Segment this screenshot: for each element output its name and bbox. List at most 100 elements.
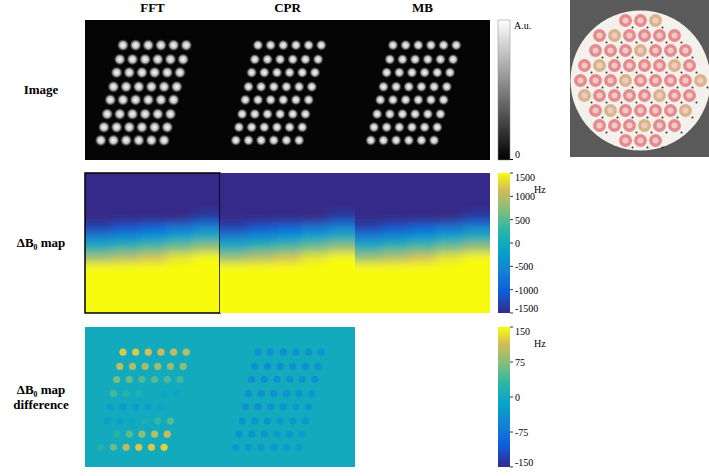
b0-cell (112, 303, 140, 313)
photo-hole (602, 117, 604, 119)
photo-tube-cap (653, 108, 659, 114)
b0-cell (409, 183, 437, 194)
b0-cell (166, 263, 194, 274)
spot (275, 109, 286, 120)
spot (375, 94, 386, 105)
b0-cell (301, 273, 329, 284)
spot (394, 67, 405, 78)
b0-cell (247, 293, 275, 304)
b0-cell (355, 273, 383, 284)
b0-cell (85, 263, 113, 274)
b0-cell (355, 223, 383, 234)
spot (303, 40, 314, 51)
spot (107, 134, 119, 146)
difference-spot (305, 403, 312, 410)
photo-hole (647, 27, 649, 29)
photo-tube (578, 89, 591, 102)
photo-tube (668, 119, 681, 132)
tick (510, 467, 513, 468)
photo-tube-cap (642, 123, 648, 129)
b0-cell (436, 203, 464, 214)
b0-cell (436, 283, 464, 294)
spot (117, 39, 129, 51)
b0-cell (328, 203, 355, 214)
spot (425, 94, 436, 105)
spot (161, 121, 173, 133)
photo-tube (604, 44, 617, 57)
spot (142, 94, 154, 106)
b0-cell (220, 233, 248, 244)
photo-hole (617, 87, 619, 89)
b0-cell (85, 173, 113, 184)
photo-hole (647, 147, 649, 149)
spot (271, 122, 282, 133)
photo-tube-cap (608, 108, 614, 114)
photo-tube (638, 29, 651, 42)
spot (101, 108, 113, 120)
panel-border (85, 173, 220, 313)
spot (413, 40, 424, 51)
b0-cell (166, 203, 194, 214)
b0-cell (85, 203, 113, 214)
b0-cell (247, 233, 275, 244)
difference-spot (235, 431, 242, 438)
photo-hole (662, 117, 664, 119)
difference-spot (280, 403, 287, 410)
difference-spot (270, 444, 277, 451)
spot (365, 135, 376, 146)
difference-spot (258, 444, 265, 451)
spot (262, 109, 273, 120)
photo-hole (666, 42, 668, 44)
photo-tube (593, 59, 606, 72)
photo-tube-cap (627, 63, 633, 69)
b0-cells (220, 173, 355, 313)
b0-cell (220, 173, 248, 184)
b0-cell (382, 263, 410, 274)
tick-label: -1000 (515, 285, 538, 296)
tick (510, 327, 513, 328)
photo-tube (589, 44, 602, 57)
photo-tube-cap (672, 33, 678, 39)
spot (120, 81, 132, 93)
tick (510, 159, 513, 160)
spot (95, 134, 107, 146)
difference-spot (126, 431, 133, 438)
difference-spot (123, 444, 130, 451)
b0-cell (328, 283, 355, 294)
tick-label: 0 (515, 238, 520, 249)
spot (243, 81, 254, 92)
photo-tube (668, 89, 681, 102)
b0-cell (301, 303, 329, 313)
tick-label: 0 (515, 149, 520, 160)
tick-label: -1500 (515, 303, 538, 314)
b0-cell (193, 273, 220, 284)
spot (387, 94, 398, 105)
photo-hole (677, 87, 679, 89)
difference-spot (292, 349, 299, 356)
photo-hole (606, 132, 608, 134)
spot (107, 81, 119, 93)
difference-spot (258, 390, 265, 397)
spot (432, 122, 443, 133)
difference-spot (296, 444, 303, 451)
b0-cell (166, 293, 194, 304)
tick (510, 219, 513, 220)
photo-hole (677, 117, 679, 119)
photo-tube (608, 89, 621, 102)
spot (294, 135, 305, 146)
b0-cell (463, 293, 490, 304)
spot (158, 81, 170, 93)
b0-cell (85, 293, 113, 304)
difference-spot (308, 390, 315, 397)
photo-tube (668, 59, 681, 72)
spot (300, 109, 311, 120)
spot (265, 94, 276, 105)
photo-plate (571, 11, 709, 151)
photo-tube (638, 119, 651, 132)
difference-spot (277, 363, 284, 370)
difference-spot (154, 363, 161, 370)
b0-cell (382, 303, 410, 313)
photo-tube (679, 104, 692, 117)
spot (287, 54, 298, 65)
photo-hole (606, 102, 608, 104)
